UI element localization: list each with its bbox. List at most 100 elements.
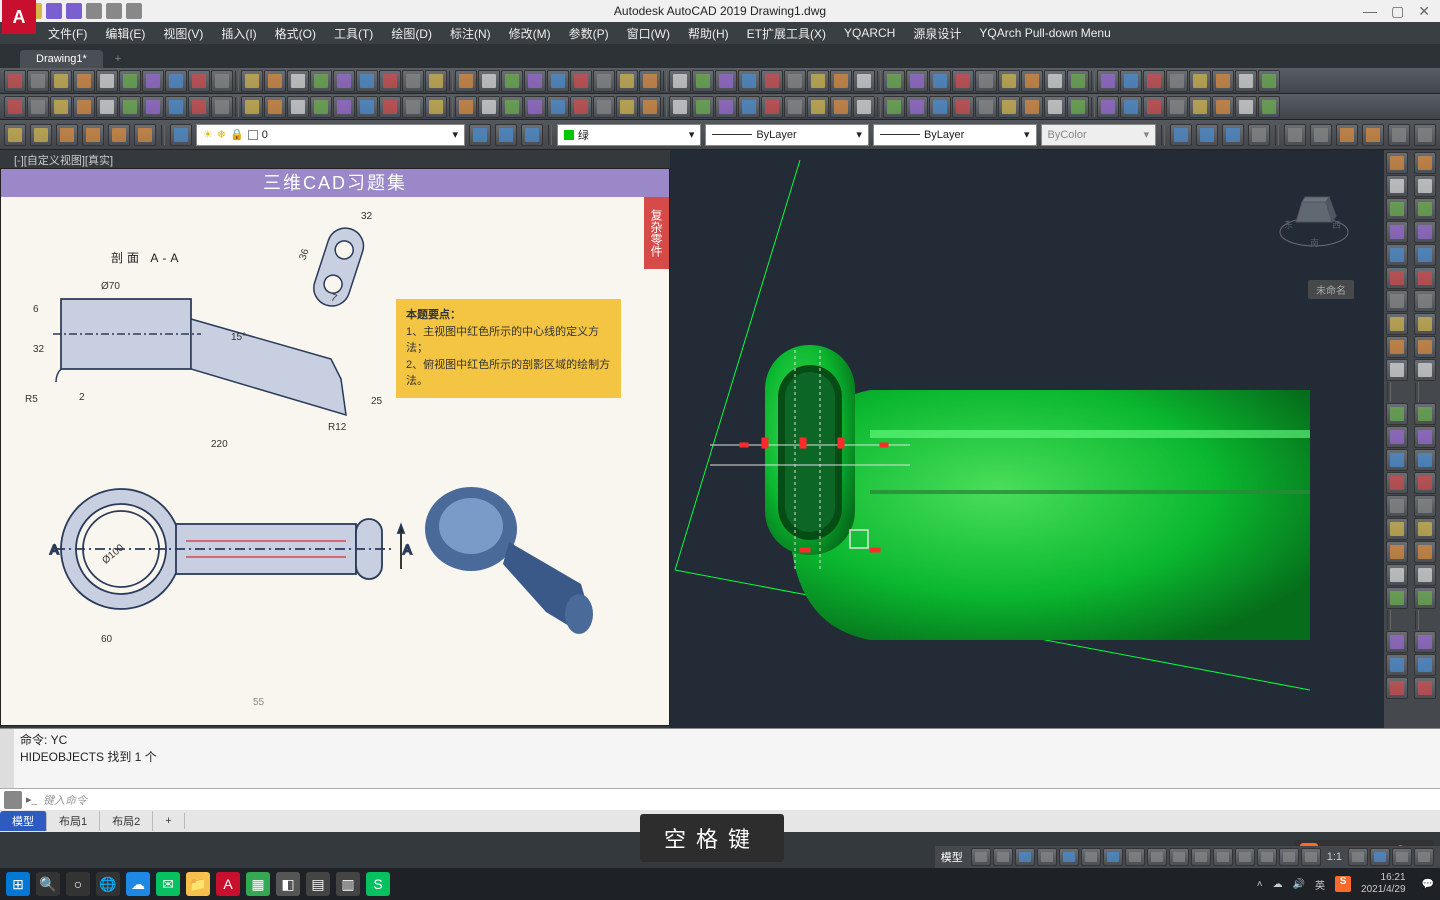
tray-volume-icon[interactable]: 🔊 bbox=[1293, 879, 1305, 890]
toolbtn-r2-33[interactable] bbox=[784, 96, 806, 118]
tool-layer6[interactable] bbox=[134, 124, 156, 146]
vtool-right-6[interactable] bbox=[1414, 290, 1436, 312]
status-gear-icon[interactable] bbox=[1348, 848, 1368, 866]
toolbtn-r1-21[interactable] bbox=[501, 70, 523, 92]
vtool-left-2[interactable] bbox=[1386, 198, 1408, 220]
toolbtn-r2-2[interactable] bbox=[50, 96, 72, 118]
status-ortho-icon[interactable] bbox=[1015, 848, 1035, 866]
command-input[interactable]: 键入命令 bbox=[37, 792, 1440, 808]
vtool-left-11[interactable] bbox=[1386, 426, 1408, 448]
toolbtn-r2-44[interactable] bbox=[1044, 96, 1066, 118]
toolbtn-r1-36[interactable] bbox=[853, 70, 875, 92]
toolbtn-r2-3[interactable] bbox=[73, 96, 95, 118]
clock[interactable]: 16:21 2021/4/29 bbox=[1361, 872, 1412, 896]
toolbtn-r2-8[interactable] bbox=[188, 96, 210, 118]
toolbtn-r1-8[interactable] bbox=[188, 70, 210, 92]
taskbar-app4-icon[interactable]: ▤ bbox=[306, 872, 330, 896]
vtool-left-15[interactable] bbox=[1386, 518, 1408, 540]
toolbtn-r1-12[interactable] bbox=[287, 70, 309, 92]
plotstyle-dropdown[interactable]: ByColor ▾ bbox=[1041, 124, 1157, 146]
toolbtn-r2-46[interactable] bbox=[1097, 96, 1119, 118]
taskbar-app3-icon[interactable]: ◧ bbox=[276, 872, 300, 896]
vtool-left-9[interactable] bbox=[1386, 359, 1408, 381]
menu-view[interactable]: 视图(V) bbox=[155, 23, 211, 44]
tray-cloud-icon[interactable]: ☁ bbox=[1273, 879, 1283, 890]
tab-layout2[interactable]: 布局2 bbox=[100, 811, 153, 831]
toolbtn-r1-20[interactable] bbox=[478, 70, 500, 92]
vtool-right-16[interactable] bbox=[1414, 541, 1436, 563]
3d-viewport[interactable]: 东 西 南 未命名 bbox=[670, 150, 1384, 728]
toolbtn-r2-36[interactable] bbox=[853, 96, 875, 118]
toolbtn-r2-52[interactable] bbox=[1235, 96, 1257, 118]
toolbtn-r2-1[interactable] bbox=[27, 96, 49, 118]
toolbtn-r1-29[interactable] bbox=[692, 70, 714, 92]
layer-dropdown[interactable]: ☀❄🔒 0 ▾ bbox=[196, 124, 465, 146]
toolbtn-r1-18[interactable] bbox=[425, 70, 447, 92]
toolbtn-r1-17[interactable] bbox=[402, 70, 424, 92]
toolbtn-r2-37[interactable] bbox=[883, 96, 905, 118]
status-sc-icon[interactable] bbox=[1213, 848, 1233, 866]
vtool-left-13[interactable] bbox=[1386, 472, 1408, 494]
toolbtn-r2-38[interactable] bbox=[906, 96, 928, 118]
layer-tool-a[interactable] bbox=[469, 124, 491, 146]
toolbtn-r2-22[interactable] bbox=[524, 96, 546, 118]
menu-insert[interactable]: 插入(I) bbox=[213, 23, 264, 44]
toolbtn-r1-1[interactable] bbox=[27, 70, 49, 92]
toolbtn-r1-50[interactable] bbox=[1189, 70, 1211, 92]
dim-style-icon[interactable] bbox=[1222, 124, 1244, 146]
menu-tools[interactable]: 工具(T) bbox=[326, 23, 381, 44]
toolbtn-r1-48[interactable] bbox=[1143, 70, 1165, 92]
toolbtn-r2-9[interactable] bbox=[211, 96, 233, 118]
cmd-scrollbar[interactable] bbox=[0, 729, 14, 788]
toolbtn-r1-11[interactable] bbox=[264, 70, 286, 92]
toolbtn-r2-4[interactable] bbox=[96, 96, 118, 118]
toolbtn-r1-37[interactable] bbox=[883, 70, 905, 92]
tab-layout1[interactable]: 布局1 bbox=[47, 811, 100, 831]
toolbtn-r2-42[interactable] bbox=[998, 96, 1020, 118]
viewport-label[interactable]: [-][自定义视图][真实] bbox=[14, 152, 113, 168]
et1-icon[interactable] bbox=[1284, 124, 1306, 146]
toolbtn-r1-33[interactable] bbox=[784, 70, 806, 92]
qat-undo-icon[interactable] bbox=[106, 3, 122, 19]
vtool-right-18[interactable] bbox=[1414, 587, 1436, 609]
taskbar-cloud-icon[interactable]: ☁ bbox=[126, 872, 150, 896]
toolbtn-r2-31[interactable] bbox=[738, 96, 760, 118]
toolbtn-r1-10[interactable] bbox=[241, 70, 263, 92]
vtool-right-1[interactable] bbox=[1414, 175, 1436, 197]
tab-model[interactable]: 模型 bbox=[0, 811, 47, 831]
toolbtn-r1-2[interactable] bbox=[50, 70, 72, 92]
tray-up-icon[interactable]: ˄ bbox=[1257, 879, 1263, 890]
toolbtn-r2-5[interactable] bbox=[119, 96, 141, 118]
toolbtn-r1-43[interactable] bbox=[1021, 70, 1043, 92]
taskbar-edge-icon[interactable]: 🌐 bbox=[96, 872, 120, 896]
tool-layer2[interactable] bbox=[30, 124, 52, 146]
toolbtn-r2-26[interactable] bbox=[616, 96, 638, 118]
qat-redo-icon[interactable] bbox=[126, 3, 142, 19]
toolbtn-r2-40[interactable] bbox=[952, 96, 974, 118]
status-tpy-icon[interactable] bbox=[1147, 848, 1167, 866]
tool-layer4[interactable] bbox=[82, 124, 104, 146]
vtool-right-8[interactable] bbox=[1414, 336, 1436, 358]
toolbtn-r1-28[interactable] bbox=[669, 70, 691, 92]
layer-tool-c[interactable] bbox=[521, 124, 543, 146]
toolbtn-r2-24[interactable] bbox=[570, 96, 592, 118]
toolbtn-r2-49[interactable] bbox=[1166, 96, 1188, 118]
toolbtn-r2-34[interactable] bbox=[807, 96, 829, 118]
toolbtn-r1-35[interactable] bbox=[830, 70, 852, 92]
toolbtn-r1-14[interactable] bbox=[333, 70, 355, 92]
toolbtn-r1-52[interactable] bbox=[1235, 70, 1257, 92]
taskbar-start-icon[interactable]: ⊞ bbox=[6, 872, 30, 896]
qat-save-icon[interactable] bbox=[46, 3, 62, 19]
toolbtn-r2-53[interactable] bbox=[1258, 96, 1280, 118]
vtool-left-1[interactable] bbox=[1386, 175, 1408, 197]
toolbtn-r2-48[interactable] bbox=[1143, 96, 1165, 118]
toolbtn-r1-19[interactable] bbox=[455, 70, 477, 92]
toolbtn-r1-24[interactable] bbox=[570, 70, 592, 92]
toolbtn-r1-22[interactable] bbox=[524, 70, 546, 92]
et6-icon[interactable] bbox=[1414, 124, 1436, 146]
toolbtn-r2-18[interactable] bbox=[425, 96, 447, 118]
status-qv-icon[interactable] bbox=[1169, 848, 1189, 866]
tool-layer3[interactable] bbox=[56, 124, 78, 146]
status-model[interactable]: 模型 bbox=[935, 849, 969, 865]
toolbtn-r2-10[interactable] bbox=[241, 96, 263, 118]
